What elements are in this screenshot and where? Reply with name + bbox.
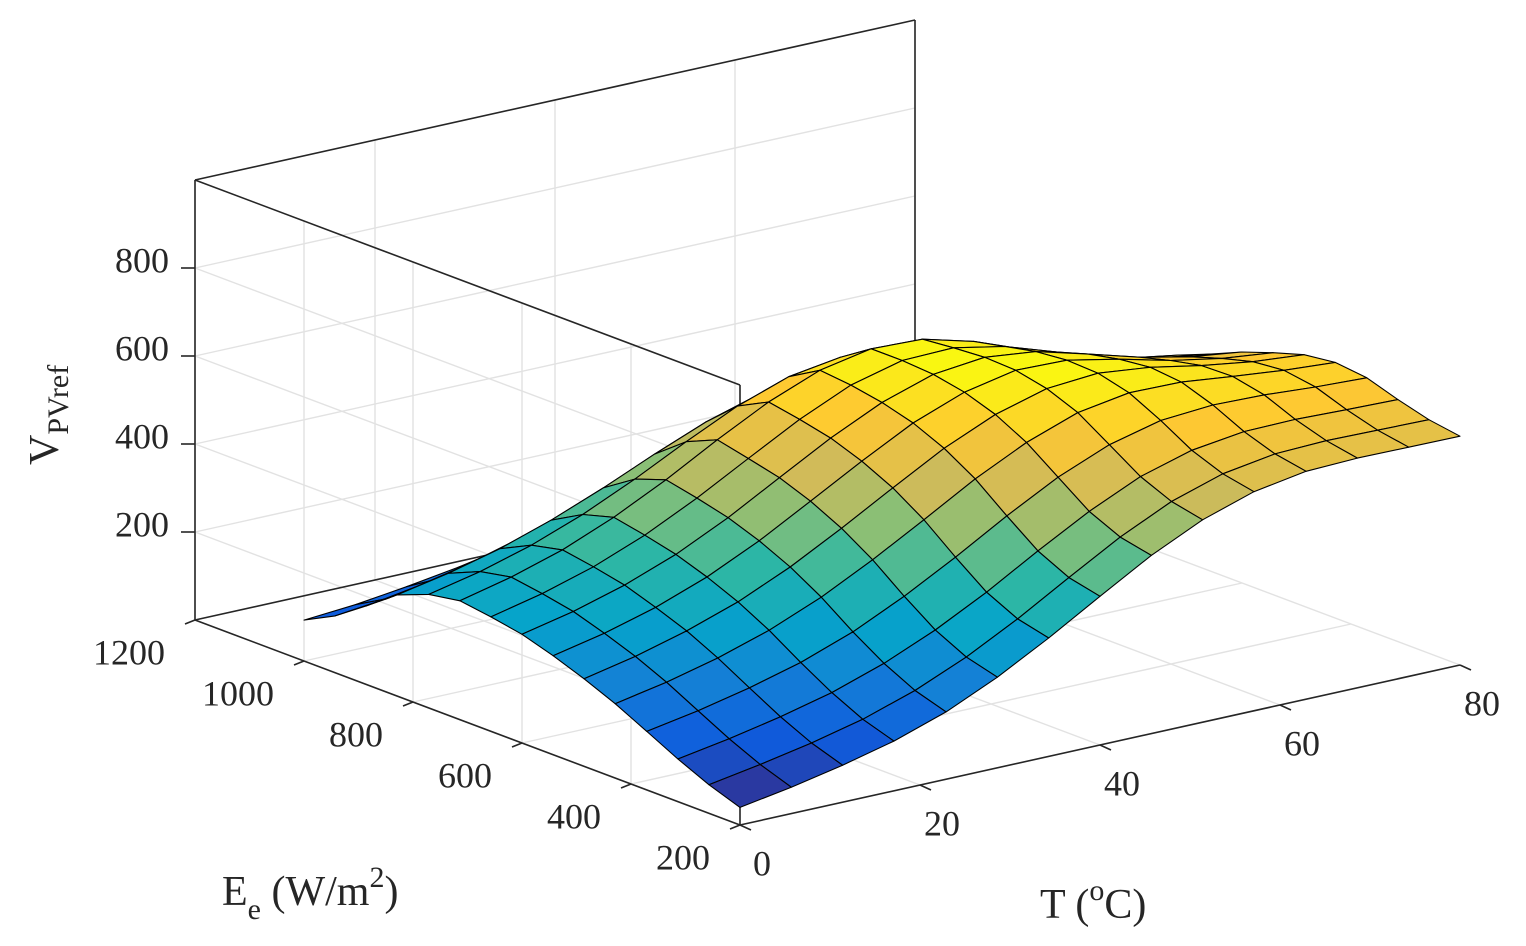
z-tick-label: 200 bbox=[115, 504, 169, 544]
frame-edge bbox=[194, 619, 741, 826]
y-tick-mark bbox=[1099, 744, 1112, 751]
z-axis-label-base: V bbox=[22, 435, 68, 465]
grid-line-z-left-wall bbox=[194, 267, 741, 474]
x-axis-label-sub: e bbox=[248, 893, 261, 926]
x-tick-mark bbox=[293, 660, 305, 666]
y-tick-mark bbox=[1459, 664, 1472, 671]
surface-mesh bbox=[303, 338, 1461, 808]
z-tick-label: 400 bbox=[115, 416, 169, 456]
y-tick-label: 80 bbox=[1464, 683, 1500, 723]
x-tick-label: 800 bbox=[329, 714, 383, 754]
axis-ticks: 200 400 600 800 200 400 600 800 1000 1200 0 20 40 60 8… bbox=[93, 240, 1500, 883]
x-axis-label-unit: (W/m bbox=[261, 869, 370, 915]
z-tick-label: 800 bbox=[115, 240, 169, 280]
x-axis-label: Ee (W/m2) bbox=[222, 861, 398, 926]
x-tick-mark bbox=[729, 824, 741, 830]
y-tick-mark bbox=[919, 784, 932, 791]
x-tick-label: 400 bbox=[547, 796, 601, 836]
x-tick-mark bbox=[184, 619, 196, 625]
z-tick-label: 600 bbox=[115, 328, 169, 368]
y-tick-label: 60 bbox=[1284, 723, 1320, 763]
x-tick-mark bbox=[620, 783, 632, 789]
x-tick-label: 1000 bbox=[202, 673, 274, 713]
y-axis-label-sup: o bbox=[1089, 874, 1104, 907]
y-tick-mark bbox=[739, 824, 752, 831]
frame-edge bbox=[194, 19, 916, 181]
x-axis-label-base: E bbox=[222, 869, 248, 915]
y-axis-label-close: C) bbox=[1104, 882, 1146, 928]
y-axis-label-open: T ( bbox=[1040, 882, 1089, 928]
y-tick-label: 20 bbox=[924, 803, 960, 843]
x-tick-label: 600 bbox=[438, 755, 492, 795]
x-tick-label: 1200 bbox=[93, 632, 165, 672]
y-tick-label: 40 bbox=[1104, 763, 1140, 803]
y-tick-mark bbox=[1279, 704, 1292, 711]
x-axis-label-close: ) bbox=[384, 869, 398, 915]
surface-facet bbox=[708, 763, 792, 808]
frame-edge bbox=[194, 179, 741, 386]
z-axis-label-sub: PVref bbox=[42, 365, 75, 435]
x-axis-label-sup: 2 bbox=[369, 861, 384, 894]
y-axis-label: T (oC) bbox=[1040, 874, 1146, 928]
surface-facet bbox=[303, 598, 387, 621]
x-tick-mark bbox=[402, 701, 414, 707]
x-tick-mark bbox=[511, 742, 523, 748]
x-tick-label: 200 bbox=[656, 837, 710, 877]
z-axis-label: VPVref bbox=[22, 365, 75, 465]
y-tick-label: 0 bbox=[753, 843, 771, 883]
